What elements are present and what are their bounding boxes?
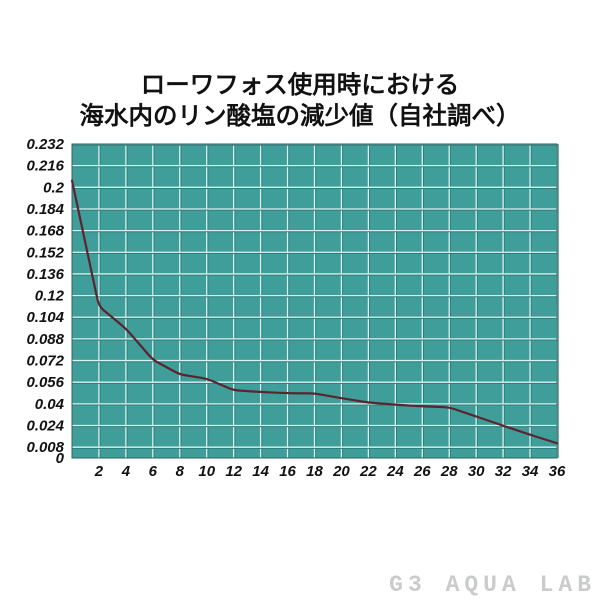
svg-text:20: 20 [332, 463, 350, 480]
svg-text:16: 16 [279, 463, 296, 480]
svg-text:0.056: 0.056 [26, 374, 64, 391]
svg-text:30: 30 [468, 463, 485, 480]
svg-text:8: 8 [176, 463, 185, 480]
svg-text:12: 12 [225, 463, 242, 480]
svg-text:6: 6 [149, 463, 158, 480]
svg-text:4: 4 [121, 463, 131, 480]
svg-text:0.104: 0.104 [26, 309, 64, 326]
svg-text:18: 18 [306, 463, 323, 480]
svg-text:32: 32 [495, 463, 512, 480]
svg-text:22: 22 [359, 463, 377, 480]
svg-text:0.216: 0.216 [26, 158, 64, 175]
svg-text:0.088: 0.088 [26, 331, 64, 348]
svg-text:0.2: 0.2 [43, 179, 65, 196]
svg-text:26: 26 [413, 463, 431, 480]
svg-text:36: 36 [549, 463, 566, 480]
svg-text:0.024: 0.024 [26, 418, 64, 435]
svg-text:2: 2 [94, 463, 104, 480]
svg-text:0.072: 0.072 [26, 353, 64, 370]
svg-text:24: 24 [386, 463, 404, 480]
svg-text:14: 14 [252, 463, 269, 480]
svg-text:0: 0 [56, 450, 65, 467]
svg-text:0.12: 0.12 [35, 288, 65, 305]
svg-text:34: 34 [522, 463, 539, 480]
svg-text:0.04: 0.04 [35, 396, 65, 413]
svg-text:28: 28 [440, 463, 458, 480]
svg-text:0.168: 0.168 [26, 223, 64, 240]
svg-text:0.136: 0.136 [26, 266, 64, 283]
svg-text:0.184: 0.184 [26, 201, 64, 218]
svg-text:0.232: 0.232 [26, 136, 64, 153]
svg-text:0.152: 0.152 [26, 244, 64, 261]
svg-text:10: 10 [198, 463, 215, 480]
